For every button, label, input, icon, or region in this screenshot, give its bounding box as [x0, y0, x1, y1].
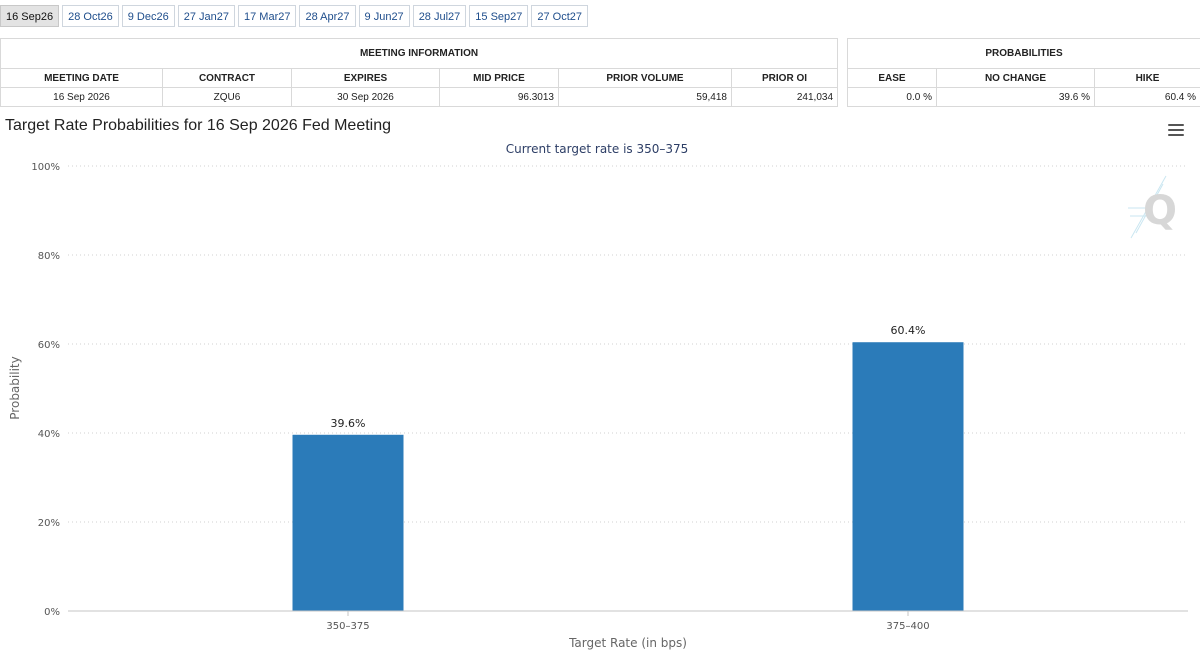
bar-data-label: 39.6%: [331, 417, 366, 430]
tab-meeting[interactable]: 27 Oct27: [531, 5, 589, 27]
bar-data-label: 60.4%: [891, 324, 926, 337]
col-meeting-date: MEETING DATE: [0, 68, 163, 88]
bar: [292, 434, 404, 611]
col-contract: CONTRACT: [162, 68, 292, 88]
watermark-q-logo: Q: [1128, 175, 1177, 239]
probability-bar-chart: Current target rate is 350–375 0% 20% 40% 6…: [8, 142, 1188, 650]
col-hike: HIKE: [1093, 68, 1200, 88]
y-tick-label: 80%: [38, 251, 60, 262]
tab-meeting[interactable]: 28 Oct26: [62, 5, 119, 27]
meeting-tabs: 16 Sep26 28 Oct26 9 Dec26 27 Jan27 17 Mar27 2…: [0, 5, 591, 29]
col-no-change: NO CHANGE: [936, 68, 1095, 88]
x-axis-ticks: 350–375 375–400: [326, 611, 930, 632]
hamburger-menu-icon[interactable]: [1168, 124, 1184, 137]
tab-meeting[interactable]: 27 Jan27: [177, 5, 235, 27]
col-prior-oi: PRIOR OI: [730, 68, 839, 88]
tab-meeting[interactable]: 9 Dec26: [121, 5, 175, 27]
no-change-value: 39.6 %: [936, 87, 1095, 107]
tab-meeting[interactable]: 17 Mar27: [238, 5, 297, 27]
col-ease: EASE: [847, 68, 937, 88]
probabilities-header: PROBABILITIES: [846, 38, 1200, 69]
probabilities-table: PROBABILITIES EASE NO CHANGE HIKE 0.0 % …: [846, 38, 1200, 107]
data-labels: 39.6% 60.4%: [331, 324, 926, 430]
tab-meeting[interactable]: 9 Jun27: [358, 5, 410, 27]
ease-value: 0.0 %: [847, 87, 937, 107]
y-axis-ticks: 0% 20% 40% 60% 80% 100%: [31, 162, 60, 618]
tab-meeting[interactable]: 28 Jul27: [412, 5, 467, 27]
meeting-information-header: MEETING INFORMATION: [0, 38, 839, 69]
table-row: 16 Sep 2026 ZQU6 30 Sep 2026 96.3013 59,…: [0, 87, 839, 107]
col-mid-price: MID PRICE: [439, 68, 559, 88]
chart-title: Target Rate Probabilities for 16 Sep 202…: [5, 117, 392, 134]
x-tick-label: 350–375: [326, 621, 369, 632]
svg-text:Q: Q: [1143, 188, 1177, 234]
y-tick-label: 100%: [31, 162, 60, 173]
y-tick-label: 20%: [38, 518, 60, 529]
x-tick-label: 375–400: [886, 621, 929, 632]
tab-meeting[interactable]: 15 Sep27: [469, 5, 529, 27]
table-row: 0.0 % 39.6 % 60.4 %: [847, 87, 1200, 107]
prior-oi-value: 241,034: [730, 87, 839, 107]
grid-lines: [68, 165, 1188, 523]
meeting-information-table: MEETING INFORMATION MEETING DATE CONTRAC…: [0, 38, 839, 107]
bar: [852, 342, 964, 611]
tab-meeting[interactable]: 16 Sep26: [0, 5, 60, 27]
y-tick-label: 0%: [44, 607, 60, 618]
col-prior-volume: PRIOR VOLUME: [558, 68, 732, 88]
meeting-date-value: 16 Sep 2026: [0, 87, 163, 107]
chart-subtitle: Current target rate is 350–375: [506, 142, 689, 156]
mid-price-value: 96.3013: [439, 87, 559, 107]
hike-value: 60.4 %: [1093, 87, 1200, 107]
x-axis-label: Target Rate (in bps): [568, 636, 687, 650]
col-expires: EXPIRES: [291, 68, 440, 88]
y-tick-label: 60%: [38, 340, 60, 351]
prior-volume-value: 59,418: [558, 87, 732, 107]
bars: [292, 342, 964, 611]
contract-value: ZQU6: [162, 87, 292, 107]
tab-meeting[interactable]: 28 Apr27: [299, 5, 356, 27]
expires-value: 30 Sep 2026: [291, 87, 440, 107]
y-tick-label: 40%: [38, 429, 60, 440]
y-axis-label: Probability: [8, 356, 22, 419]
